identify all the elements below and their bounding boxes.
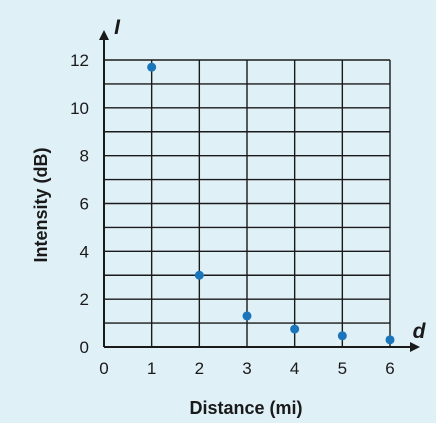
y-tick-label: 6 [80,195,89,214]
y-tick-label: 2 [80,290,89,309]
data-point [194,270,204,280]
x-tick-label: 1 [147,359,156,378]
x-tick-label: 4 [290,359,299,378]
grid [104,59,391,347]
x-tick-labels: 0 1 2 3 4 5 6 [99,359,394,378]
y-tick-label: 12 [70,51,89,70]
y-tick-label: 10 [70,99,89,118]
y-tick-label: 0 [80,338,89,357]
data-point [242,311,252,321]
data-point [290,324,300,334]
y-axis-arrow [99,30,109,40]
x-tick-label: 6 [385,359,394,378]
x-tick-label: 5 [338,359,347,378]
y-tick-label: 8 [80,147,89,166]
data-point [385,335,395,345]
x-axis-label: Distance (mi) [189,398,302,418]
y-axis-variable: I [114,16,121,39]
y-tick-labels: 0 2 4 6 8 10 12 [70,51,89,357]
x-tick-label: 0 [99,359,108,378]
y-tick-label: 4 [80,242,89,261]
data-point [147,62,157,72]
x-tick-label: 2 [195,359,204,378]
y-axis-label: Intensity (dB) [31,147,51,262]
axes [99,30,420,352]
x-axis-variable: d [413,320,427,343]
data-point [337,331,347,341]
x-axis-arrow [410,342,420,352]
x-tick-label: 3 [242,359,251,378]
data-points [147,62,395,345]
